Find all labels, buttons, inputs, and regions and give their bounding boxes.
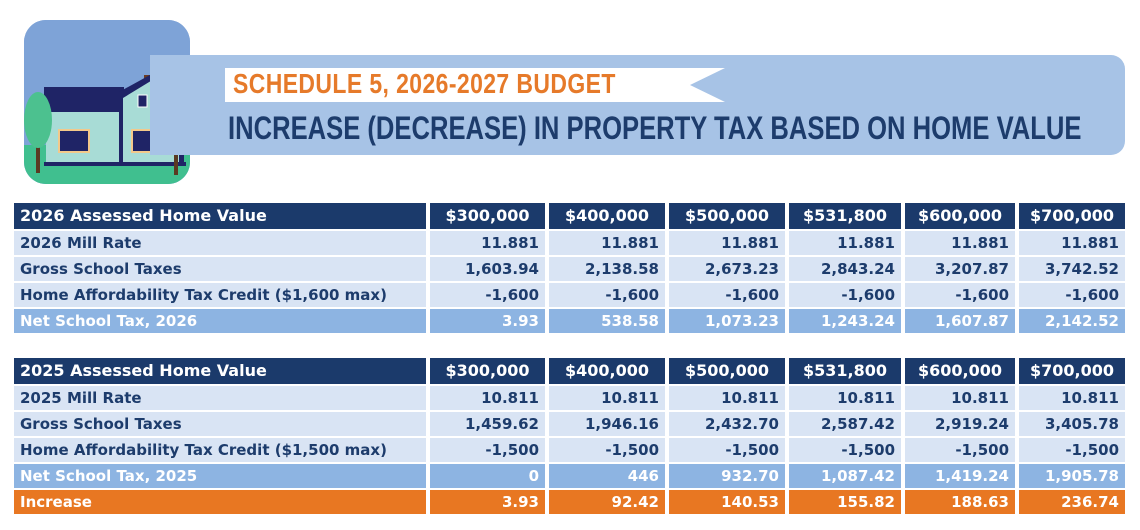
table-cell: 1,243.24 <box>789 309 901 333</box>
row-label: Home Affordability Tax Credit ($1,500 ma… <box>14 438 426 462</box>
table-cell: 10.811 <box>789 386 901 410</box>
table-cell: 1,459.62 <box>430 412 545 436</box>
row-label: Net School Tax, 2025 <box>14 464 426 488</box>
table-cell: 3.93 <box>430 309 545 333</box>
table-cell: -1,600 <box>1019 283 1125 307</box>
table-cell: 1,087.42 <box>789 464 901 488</box>
table-cell: 2,843.24 <box>789 257 901 281</box>
table-cell: 1,607.87 <box>905 309 1015 333</box>
title-flag <box>225 68 725 102</box>
table-cell: 11.881 <box>789 231 901 255</box>
table-2025: 2025 Assessed Home Value $300,000 $400,000… <box>14 358 1125 514</box>
column-header: $400,000 <box>549 203 665 229</box>
table-cell: 2,587.42 <box>789 412 901 436</box>
table-cell: -1,500 <box>549 438 665 462</box>
table-cell: -1,500 <box>1019 438 1125 462</box>
table-cell: 446 <box>549 464 665 488</box>
table-cell: -1,500 <box>669 438 785 462</box>
table-cell: 236.74 <box>1019 490 1125 514</box>
column-header: $700,000 <box>1019 203 1125 229</box>
table-cell: 1,073.23 <box>669 309 785 333</box>
row-label: 2026 Assessed Home Value <box>14 203 426 229</box>
table-cell: 1,905.78 <box>1019 464 1125 488</box>
table-cell: -1,600 <box>789 283 901 307</box>
table-cell: -1,500 <box>905 438 1015 462</box>
table-cell: 3,405.78 <box>1019 412 1125 436</box>
table-cell: 10.811 <box>549 386 665 410</box>
table-cell: 11.881 <box>1019 231 1125 255</box>
column-header: $531,800 <box>789 203 901 229</box>
row-label: Home Affordability Tax Credit ($1,600 ma… <box>14 283 426 307</box>
table-2026: 2026 Assessed Home Value $300,000 $400,000… <box>14 203 1125 333</box>
table-cell: 3,207.87 <box>905 257 1015 281</box>
column-header: $500,000 <box>669 358 785 384</box>
column-header: $500,000 <box>669 203 785 229</box>
table-cell: 10.811 <box>1019 386 1125 410</box>
table-cell: -1,600 <box>549 283 665 307</box>
table-cell: 11.881 <box>430 231 545 255</box>
table-cell: 140.53 <box>669 490 785 514</box>
row-label: Gross School Taxes <box>14 412 426 436</box>
row-label: Gross School Taxes <box>14 257 426 281</box>
column-header: $300,000 <box>430 203 545 229</box>
page-title: SCHEDULE 5, 2026-2027 BUDGET <box>233 68 616 99</box>
table-cell: 1,946.16 <box>549 412 665 436</box>
table-cell: 188.63 <box>905 490 1015 514</box>
row-label: Increase <box>14 490 426 514</box>
table-cell: 2,919.24 <box>905 412 1015 436</box>
table-cell: 2,673.23 <box>669 257 785 281</box>
table-cell: 155.82 <box>789 490 901 514</box>
table-cell: -1,500 <box>430 438 545 462</box>
column-header: $300,000 <box>430 358 545 384</box>
table-cell: 10.811 <box>905 386 1015 410</box>
table-cell: 3.93 <box>430 490 545 514</box>
table-cell: -1,500 <box>789 438 901 462</box>
table-cell: -1,600 <box>669 283 785 307</box>
column-header: $700,000 <box>1019 358 1125 384</box>
table-cell: 11.881 <box>905 231 1015 255</box>
table-cell: 932.70 <box>669 464 785 488</box>
row-label: 2025 Mill Rate <box>14 386 426 410</box>
column-header: $600,000 <box>905 203 1015 229</box>
table-cell: 3,742.52 <box>1019 257 1125 281</box>
row-label: 2025 Assessed Home Value <box>14 358 426 384</box>
table-cell: 92.42 <box>549 490 665 514</box>
page-subtitle: INCREASE (DECREASE) IN PROPERTY TAX BASE… <box>228 110 1082 146</box>
table-cell: 1,419.24 <box>905 464 1015 488</box>
table-cell: 2,142.52 <box>1019 309 1125 333</box>
table-cell: 10.811 <box>669 386 785 410</box>
table-cell: 2,138.58 <box>549 257 665 281</box>
table-cell: 0 <box>430 464 545 488</box>
table-cell: -1,600 <box>430 283 545 307</box>
table-cell: 11.881 <box>549 231 665 255</box>
table-cell: 10.811 <box>430 386 545 410</box>
column-header: $400,000 <box>549 358 665 384</box>
table-cell: -1,600 <box>905 283 1015 307</box>
column-header: $531,800 <box>789 358 901 384</box>
row-label: 2026 Mill Rate <box>14 231 426 255</box>
table-cell: 11.881 <box>669 231 785 255</box>
table-cell: 2,432.70 <box>669 412 785 436</box>
table-cell: 538.58 <box>549 309 665 333</box>
table-cell: 1,603.94 <box>430 257 545 281</box>
row-label: Net School Tax, 2026 <box>14 309 426 333</box>
column-header: $600,000 <box>905 358 1015 384</box>
